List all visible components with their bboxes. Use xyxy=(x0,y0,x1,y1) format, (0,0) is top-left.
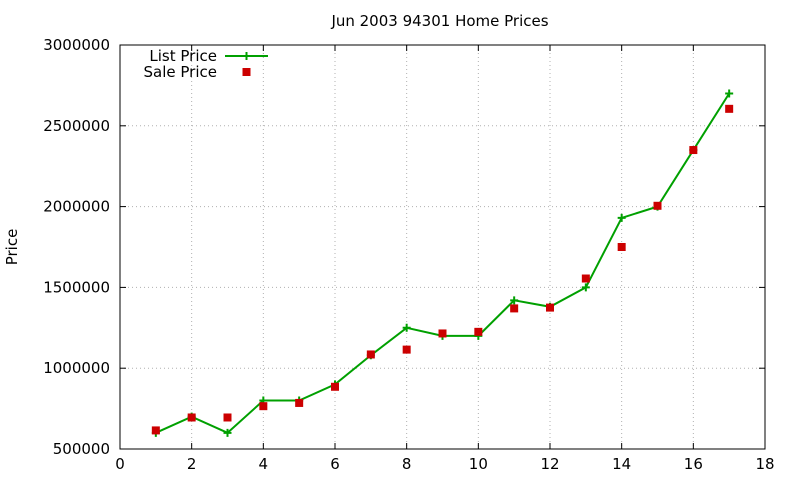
y-tick-label: 2000000 xyxy=(43,198,110,216)
x-tick-label: 4 xyxy=(259,455,269,473)
series-1 xyxy=(151,104,734,435)
sale-price-point xyxy=(331,382,339,391)
plot-frame xyxy=(119,44,766,450)
sale-price-point xyxy=(581,274,590,283)
axes: 0 2 4 6 8 10 12 14 16 18 500000 1000000 1500000 20000… xyxy=(43,36,774,473)
legend-square-marker xyxy=(242,68,251,76)
sale-price-point xyxy=(438,329,447,338)
legend-plus-marker xyxy=(242,52,251,60)
x-tick-label: 8 xyxy=(402,455,412,473)
y-tick-label: 3000000 xyxy=(43,36,110,54)
y-tick-label: 1500000 xyxy=(43,278,110,296)
sale-price-point xyxy=(653,201,662,210)
sale-price-point xyxy=(151,426,160,435)
list-price-point xyxy=(581,283,590,292)
legend-label: List Price xyxy=(149,47,217,65)
chart-title: Jun 2003 94301 Home Prices xyxy=(330,12,548,30)
list-price-point xyxy=(223,428,232,437)
list-price-point xyxy=(510,296,519,305)
sale-price-point xyxy=(474,327,483,336)
legend-item-1: Sale Price xyxy=(144,63,251,81)
y-tick-label: 1000000 xyxy=(43,359,110,377)
sale-price-point xyxy=(510,304,519,313)
x-tick-label: 18 xyxy=(755,455,774,473)
sale-price-point xyxy=(259,402,268,411)
sale-price-point xyxy=(366,350,375,359)
x-tick-label: 6 xyxy=(330,455,340,473)
x-tick-label: 10 xyxy=(469,455,488,473)
x-tick-label: 0 xyxy=(115,455,125,473)
x-tick-label: 2 xyxy=(187,455,197,473)
y-tick-label: 2500000 xyxy=(43,117,110,135)
sale-price-point xyxy=(223,413,232,422)
sale-price-point xyxy=(187,413,196,422)
sale-price-point xyxy=(295,398,304,407)
x-tick-label: 12 xyxy=(540,455,559,473)
x-tick-label: 16 xyxy=(684,455,703,473)
y-axis-label: Price xyxy=(3,229,21,266)
sale-price-point xyxy=(546,303,554,312)
sale-price-point xyxy=(725,104,734,113)
sale-price-point xyxy=(689,146,698,155)
y-tick-label: 500000 xyxy=(53,440,110,458)
list-price-point xyxy=(617,213,626,222)
series xyxy=(151,89,734,437)
legend-item-0: List Price xyxy=(149,47,268,65)
x-tick-label: 14 xyxy=(612,455,631,473)
sale-price-point xyxy=(617,243,626,251)
sale-price-point xyxy=(402,345,411,354)
legend-label: Sale Price xyxy=(144,63,217,81)
list-price-point xyxy=(402,323,411,332)
list-price-point xyxy=(725,89,734,98)
